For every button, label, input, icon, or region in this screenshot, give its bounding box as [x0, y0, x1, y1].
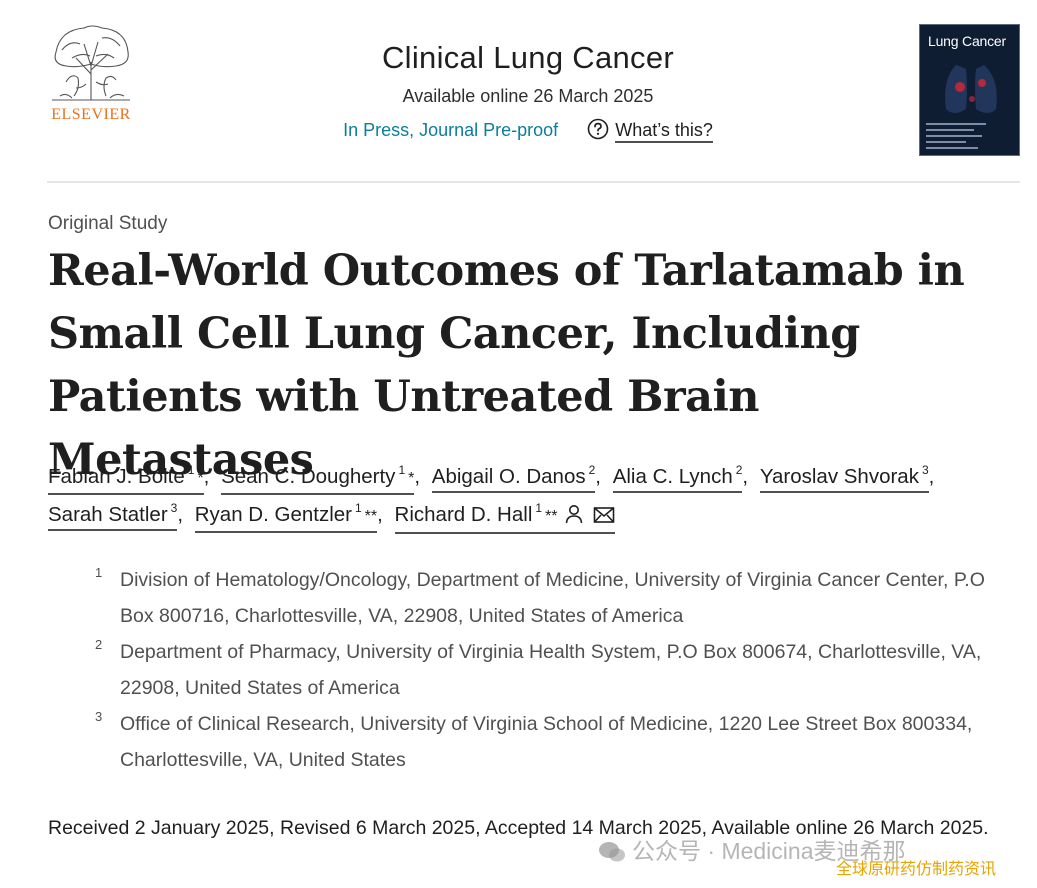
affiliation-item: 2 Department of Pharmacy, University of …: [95, 634, 1020, 706]
author-link[interactable]: Fabian J. Bolte 1 *: [48, 457, 204, 495]
watermark: 公众号 · Medicina麦迪希那: [598, 832, 905, 866]
available-online-date: Available online 26 March 2025: [402, 86, 654, 106]
elsevier-logo[interactable]: ELSEVIER: [46, 22, 136, 126]
journal-header: Clinical Lung Cancer Available online 26…: [300, 40, 756, 145]
cover-title: Lung Cancer: [928, 33, 1006, 49]
author-link[interactable]: Richard D. Hall 1 **: [394, 495, 616, 534]
header-divider: [47, 181, 1020, 183]
affiliations: 1 Division of Hematology/Oncology, Depar…: [95, 562, 1020, 778]
affiliation-text: Division of Hematology/Oncology, Departm…: [120, 569, 985, 627]
status-row: In Press, Journal Pre-proof What’s this?: [300, 118, 756, 145]
elsevier-wordmark: ELSEVIER: [51, 106, 131, 123]
author-link[interactable]: Sarah Statler 3: [48, 495, 178, 531]
affiliation-text: Department of Pharmacy, University of Vi…: [120, 641, 982, 699]
cover-lung-illustration-icon: [945, 65, 997, 113]
affiliation-text: Office of Clinical Research, University …: [120, 713, 973, 771]
author-link[interactable]: Alia C. Lynch 2: [612, 457, 743, 493]
affiliation-item: 3 Office of Clinical Research, Universit…: [95, 706, 1020, 778]
person-icon: [565, 505, 582, 524]
journal-title-link[interactable]: Clinical Lung Cancer: [381, 40, 675, 75]
article-type: Original Study: [48, 213, 168, 234]
envelope-icon: [593, 507, 615, 523]
wechat-icon: [599, 842, 625, 862]
elsevier-tree-icon: [52, 25, 130, 101]
question-circle-icon[interactable]: [587, 118, 609, 145]
article-history: Received 2 January 2025, Revised 6 March…: [48, 817, 989, 839]
affiliation-item: 1 Division of Hematology/Oncology, Depar…: [95, 562, 1020, 634]
author-link[interactable]: Yaroslav Shvorak 3: [759, 457, 929, 493]
whats-this-link[interactable]: What’s this?: [615, 120, 713, 143]
affiliation-number: 1: [95, 565, 103, 580]
article-title: Real-World Outcomes of Tarlatamab in Sma…: [48, 246, 965, 485]
in-press-link[interactable]: In Press, Journal Pre-proof: [343, 120, 559, 140]
affiliation-number: 3: [95, 709, 103, 724]
author-link[interactable]: Abigail O. Danos 2: [431, 457, 596, 493]
author-link[interactable]: Ryan D. Gentzler 1 **: [194, 495, 378, 533]
affiliation-number: 2: [95, 637, 103, 652]
author-link[interactable]: Sean C. Dougherty 1 *: [221, 457, 415, 495]
watermark-subtext: 全球原研药仿制药资讯: [836, 861, 997, 878]
journal-cover-thumbnail[interactable]: Lung Cancer: [919, 24, 1020, 156]
author-list: Fabian J. Bolte 1 *, Sean C. Dougherty 1 *, …: [48, 457, 1018, 534]
watermark-text: 公众号 · Medicina麦迪希那: [632, 838, 906, 864]
